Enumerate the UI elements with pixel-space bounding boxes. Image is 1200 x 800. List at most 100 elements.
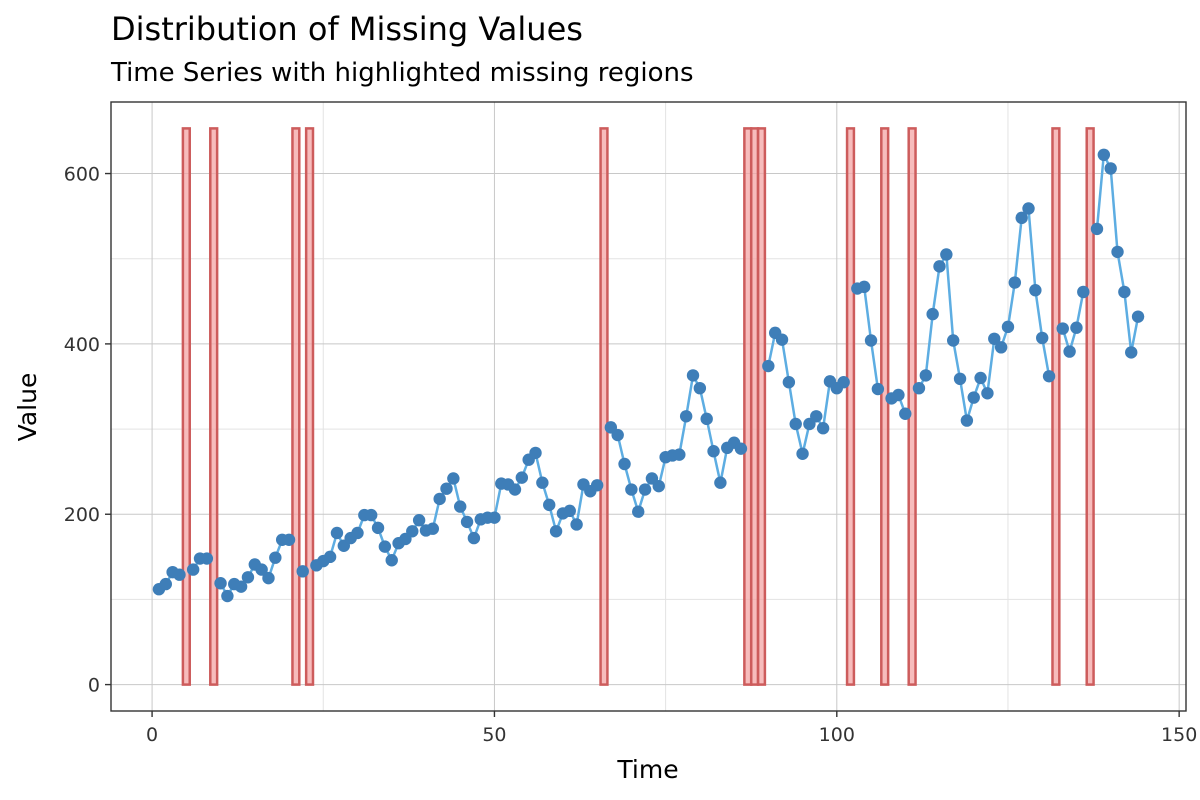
data-point: [1118, 285, 1131, 299]
data-point: [926, 307, 939, 321]
data-point: [1001, 320, 1015, 334]
data-point: [214, 577, 227, 590]
data-point: [563, 504, 576, 518]
missing-region: [181, 127, 191, 686]
data-point: [762, 359, 775, 373]
data-point: [1131, 310, 1145, 323]
missing-region: [209, 127, 219, 686]
y-tick-label: 600: [64, 164, 100, 186]
data-point: [700, 412, 713, 426]
data-point: [960, 414, 974, 427]
data-point: [857, 280, 871, 294]
data-point: [385, 554, 398, 567]
data-point: [200, 552, 214, 565]
data-point: [899, 407, 912, 420]
data-point: [234, 580, 248, 593]
data-point: [371, 521, 385, 535]
missing-region: [1085, 127, 1095, 686]
data-point: [1111, 245, 1124, 259]
data-point: [262, 571, 275, 585]
data-point: [618, 457, 631, 471]
missing-region: [304, 127, 315, 686]
data-point: [255, 563, 268, 576]
data-point: [1036, 331, 1049, 345]
data-point: [714, 476, 727, 489]
missing-region: [880, 127, 890, 686]
chart-title: Distribution of Missing Values: [111, 10, 583, 48]
data-point: [871, 382, 885, 396]
missing-regions: [181, 127, 1095, 686]
data-point: [426, 522, 440, 535]
data-point: [296, 565, 309, 578]
data-point: [447, 472, 460, 485]
x-tick-label: 0: [146, 724, 158, 746]
data-point: [590, 479, 604, 492]
data-point: [508, 483, 522, 496]
data-point: [686, 369, 700, 382]
data-point: [1056, 322, 1069, 335]
data-point: [269, 551, 282, 564]
data-point: [638, 483, 652, 496]
data-point: [1029, 284, 1042, 297]
data-point: [1125, 346, 1138, 359]
data-point: [994, 341, 1008, 354]
data-point: [488, 511, 501, 524]
data-point: [1042, 370, 1056, 383]
plot-border: [110, 101, 1187, 712]
series-line-segment: [1061, 291, 1085, 353]
data-point: [673, 448, 686, 461]
data-point: [611, 428, 624, 442]
data-point: [679, 410, 693, 423]
data-point: [775, 333, 789, 346]
data-point: [974, 371, 987, 385]
data-point: [378, 540, 392, 553]
data-point: [1008, 276, 1022, 289]
data-point: [351, 526, 364, 540]
data-point: [652, 479, 665, 493]
grid-major: [111, 102, 1186, 711]
data-point: [953, 372, 967, 386]
data-point: [1015, 211, 1028, 225]
data-point: [1090, 222, 1104, 236]
grid-minor: [111, 102, 1186, 711]
data-point: [816, 422, 830, 435]
chart-subtitle: Time Series with highlighted missing reg…: [111, 58, 694, 88]
missing-region: [291, 127, 301, 686]
data-point: [892, 388, 905, 402]
data-point: [549, 525, 563, 538]
x-tick-label: 100: [819, 724, 855, 746]
data-point: [625, 483, 638, 496]
data-point: [467, 531, 481, 545]
data-point: [810, 410, 823, 423]
missing-region: [907, 127, 917, 686]
data-point: [412, 514, 426, 527]
missing-region: [756, 127, 767, 686]
data-point: [967, 391, 980, 404]
y-axis-title: Value: [13, 373, 42, 442]
x-axis-title: Time: [616, 755, 678, 784]
data-point: [323, 550, 337, 564]
y-tick-label: 0: [88, 675, 100, 697]
series-line-segment: [767, 331, 845, 456]
data-point: [536, 476, 549, 489]
data-point: [988, 332, 1001, 345]
data-point: [864, 334, 878, 347]
data-point: [946, 334, 960, 347]
data-point: [515, 471, 529, 484]
data-point: [241, 571, 255, 584]
data-point: [789, 417, 802, 431]
data-point: [173, 568, 186, 581]
data-point: [529, 446, 542, 460]
data-point: [1070, 321, 1083, 334]
x-tick-label: 50: [482, 724, 506, 746]
missing-region: [1051, 127, 1061, 686]
data-point: [440, 482, 453, 495]
data-point: [707, 445, 720, 458]
y-tick-label: 400: [64, 334, 100, 356]
data-point: [1077, 285, 1090, 299]
series-points-group: [152, 148, 1145, 603]
data-point: [782, 376, 796, 389]
data-point: [1063, 345, 1076, 358]
data-point: [1097, 148, 1111, 162]
